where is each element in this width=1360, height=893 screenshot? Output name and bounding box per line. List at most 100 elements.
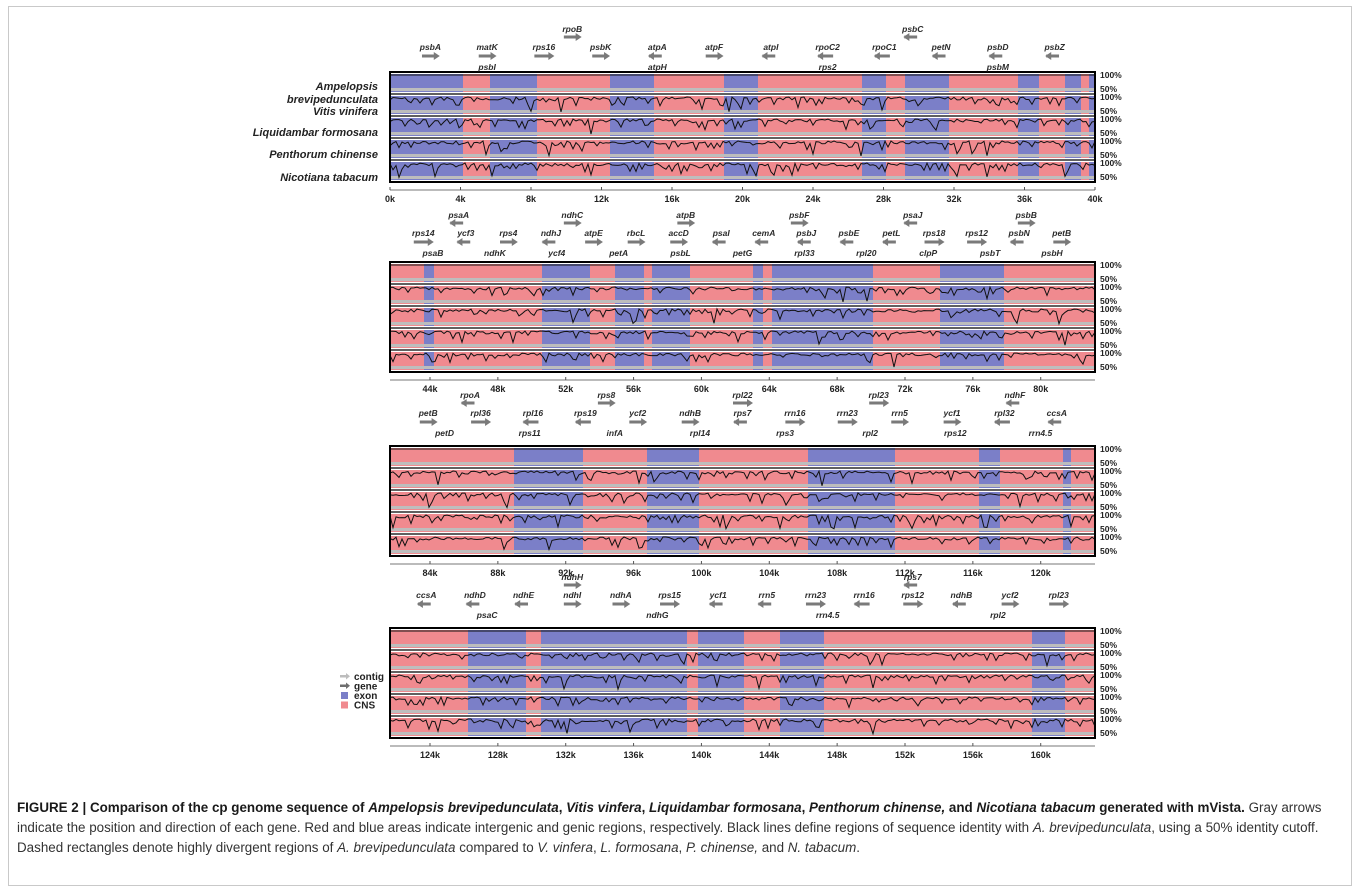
gene-arrow-head <box>711 238 718 246</box>
identity-segment <box>758 96 791 114</box>
identity-curve <box>389 96 1096 113</box>
identity-segment <box>791 96 820 114</box>
identity-segment <box>497 264 533 282</box>
identity-segment <box>541 718 551 736</box>
mvista-figure: 100%50%100%50%100%50%100%50%100%50%0k 4k 8… <box>253 24 1122 760</box>
identity-segment <box>564 96 595 114</box>
gene-arrow <box>1006 401 1020 405</box>
identity-segment <box>842 330 873 348</box>
identity-segment <box>434 286 465 304</box>
identity-segment <box>949 118 977 136</box>
gene-arrow-head <box>981 238 988 246</box>
identity-segment <box>1048 286 1086 304</box>
x-tick-label: 108k <box>827 568 848 578</box>
identity-segment <box>414 536 427 554</box>
identity-segment <box>1039 162 1065 180</box>
gene-arrow-head <box>873 52 880 60</box>
identity-segment <box>948 470 963 488</box>
identity-segment <box>677 330 690 348</box>
identity-segment <box>873 264 894 282</box>
identity-segment <box>390 264 424 282</box>
identity-curve <box>389 652 1096 668</box>
identity-segment <box>1017 470 1054 488</box>
identity-segment <box>894 264 904 282</box>
gene-label: accD <box>668 228 688 238</box>
gene-arrow <box>734 420 747 424</box>
gene-arrow <box>421 54 435 58</box>
gene-label: petB <box>418 408 438 418</box>
identity-segment <box>994 286 1004 304</box>
gene-arrow-head <box>717 52 724 60</box>
identity-segment <box>583 470 610 488</box>
identity-segment <box>390 286 424 304</box>
gene-arrow-head <box>802 219 809 227</box>
identity-segment <box>927 74 949 92</box>
gene-arrow-head <box>575 581 582 589</box>
caption-text-1: Gray arrows indicate the position and di… <box>17 800 1322 835</box>
caption-text-3: compared to <box>455 840 538 855</box>
label-50-percent: 50% <box>1100 172 1117 182</box>
gene-arrow-head <box>951 600 958 608</box>
identity-segment <box>894 352 904 370</box>
panel-border <box>389 445 1096 557</box>
identity-segment <box>886 96 905 114</box>
identity-segment <box>930 536 948 554</box>
identity-segment <box>662 96 686 114</box>
gene-arrow <box>1001 602 1015 606</box>
x-tick-label: 112k <box>895 568 916 578</box>
identity-segment <box>870 630 912 648</box>
identity-segment <box>930 470 948 488</box>
identity-segment <box>690 330 728 348</box>
identity-curve <box>389 492 1096 509</box>
gene-label: atpB <box>676 210 695 220</box>
label-100-percent: 100% <box>1100 692 1122 702</box>
label-50-percent: 50% <box>1100 728 1117 738</box>
x-tick-label: 72k <box>897 384 913 394</box>
identity-segment <box>940 264 994 282</box>
label-50-percent: 50% <box>1100 502 1117 512</box>
identity-segment <box>698 718 744 736</box>
gene-arrow <box>818 54 834 58</box>
identity-segment <box>904 330 940 348</box>
gene-label: rps2 <box>819 62 837 72</box>
gene-arrow <box>762 54 776 58</box>
identity-segment <box>1088 652 1095 670</box>
label-100-percent: 100% <box>1100 466 1122 476</box>
contig-band <box>390 300 1095 303</box>
identity-segment <box>615 308 629 326</box>
contig-band <box>390 550 1095 553</box>
gene-arrow <box>585 240 598 244</box>
identity-segment <box>886 162 905 180</box>
gene-label: atpI <box>763 42 779 52</box>
label-50-percent: 50% <box>1100 662 1117 672</box>
identity-segment <box>698 696 744 714</box>
gene-arrow-head <box>624 600 631 608</box>
identity-segment <box>727 536 766 554</box>
identity-segment <box>820 162 862 180</box>
label-50-percent: 50% <box>1100 362 1117 372</box>
identity-segment <box>766 470 808 488</box>
identity-curve <box>389 717 1096 736</box>
gene-arrow-head <box>754 238 761 246</box>
identity-segment <box>648 652 687 670</box>
gene-arrow <box>627 240 641 244</box>
gene-label: rps11 <box>519 428 541 438</box>
identity-segment <box>963 470 979 488</box>
identity-segment <box>1011 630 1032 648</box>
identity-segment <box>912 696 920 714</box>
identity-segment <box>541 630 551 648</box>
identity-segment <box>541 696 551 714</box>
identity-segment <box>647 448 699 466</box>
gene-label: psaA <box>447 210 469 220</box>
contig-band <box>390 644 1095 647</box>
identity-segment <box>610 492 647 510</box>
identity-segment <box>648 630 687 648</box>
gene-arrow-head <box>575 33 582 41</box>
label-50-percent: 50% <box>1100 640 1117 650</box>
gene-arrow <box>904 221 918 225</box>
identity-segment <box>610 74 654 92</box>
gene-label: petN <box>931 42 952 52</box>
identity-segment <box>982 696 1011 714</box>
identity-segment <box>562 352 590 370</box>
caption-tool: generated with mVista. <box>1099 800 1245 815</box>
